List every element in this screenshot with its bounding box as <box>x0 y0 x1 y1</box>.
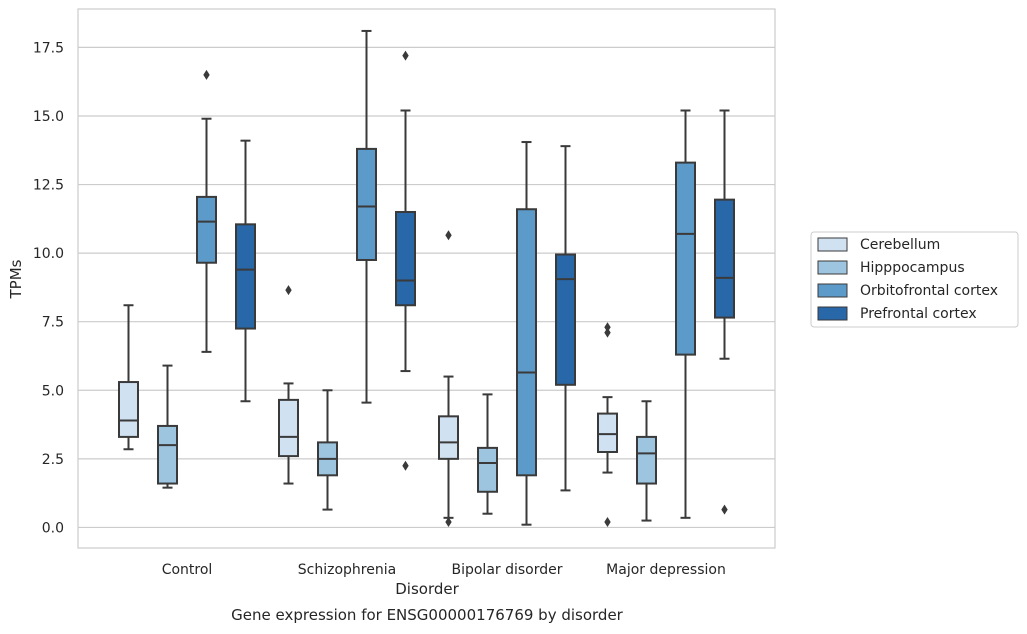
box-plot <box>636 400 657 522</box>
legend-label: Cerebellum <box>860 237 940 253</box>
box-plot <box>675 109 696 519</box>
x-axis-label: Disorder <box>395 580 459 598</box>
box-plot <box>477 393 498 515</box>
legend-swatch <box>817 283 848 298</box>
box-iqr <box>157 424 178 485</box>
box-iqr <box>196 195 217 264</box>
y-axis-label: TPMs <box>7 259 25 299</box>
box-iqr <box>438 415 459 460</box>
box-iqr <box>516 208 537 477</box>
outlier-point <box>604 327 611 338</box>
legend-swatch <box>817 260 848 275</box>
outlier-point <box>604 516 611 527</box>
series-prefrontal-cortex <box>235 50 735 515</box>
box-iqr <box>597 412 618 453</box>
plot-frame <box>77 8 776 549</box>
box-iqr <box>395 210 416 307</box>
box-iqr <box>118 381 139 438</box>
series-orbitofrontal-cortex <box>196 29 696 526</box>
box-plot <box>597 322 618 527</box>
outlier-point <box>402 460 409 471</box>
y-tick-label: 7.5 <box>42 315 64 331</box>
box-plot <box>118 304 139 451</box>
legend-items: Cerebellum Hipppocampus Orbitofrontal cort… <box>817 237 998 322</box>
box-iqr <box>477 446 498 493</box>
box-plot <box>516 141 537 526</box>
legend: Cerebellum Hipppocampus Orbitofrontal cort… <box>810 231 1019 328</box>
box-plot <box>395 50 416 471</box>
figure-caption: Gene expression for ENSG00000176769 by d… <box>231 606 623 624</box>
outlier-point <box>604 322 611 333</box>
box-plot <box>438 230 459 527</box>
legend-swatch <box>817 237 848 252</box>
x-axis-ticks: Control Schizophrenia Bipolar disorder Majo… <box>162 562 726 578</box>
box-iqr <box>278 398 299 458</box>
box-plot <box>196 69 217 353</box>
legend-label: Prefrontal cortex <box>860 306 977 322</box>
box-iqr <box>356 147 377 261</box>
series-cerebellum <box>118 230 618 527</box>
series-hipppocampus <box>157 364 657 522</box>
box-iqr <box>714 198 735 319</box>
legend-frame <box>810 231 1019 328</box>
box-plot <box>278 285 299 485</box>
outlier-point <box>402 50 409 61</box>
box-plot <box>235 139 256 403</box>
outlier-point <box>445 516 452 527</box>
box-iqr <box>636 435 657 485</box>
outlier-point <box>203 69 210 80</box>
y-tick-label: 2.5 <box>42 452 64 468</box>
box-plot <box>356 29 377 404</box>
outlier-point <box>285 285 292 296</box>
box-plot <box>317 389 338 511</box>
outlier-point <box>721 504 728 515</box>
box-iqr <box>675 161 696 356</box>
box-series <box>118 29 735 527</box>
box-plot <box>157 364 178 489</box>
y-axis-ticks: 0.0 2.5 5.0 7.5 10.0 12.5 15.0 17.5 <box>33 40 64 536</box>
legend-label: Orbitofrontal cortex <box>860 283 998 299</box>
box-iqr <box>555 253 576 386</box>
gridlines <box>78 46 775 529</box>
y-tick-label: 15.0 <box>33 109 64 125</box>
y-tick-label: 5.0 <box>42 383 64 399</box>
legend-swatch <box>817 306 848 321</box>
y-tick-label: 17.5 <box>33 40 64 56</box>
box-plot <box>714 109 735 515</box>
x-tick-label: Bipolar disorder <box>451 562 562 578</box>
y-tick-label: 0.0 <box>42 520 64 536</box>
box-iqr <box>235 223 256 330</box>
outlier-point <box>445 230 452 241</box>
x-tick-label: Major depression <box>606 562 726 578</box>
box-plot <box>555 145 576 492</box>
legend-label: Hipppocampus <box>860 260 965 276</box>
y-tick-label: 10.0 <box>33 246 64 262</box>
y-tick-label: 12.5 <box>33 178 64 194</box>
x-tick-label: Schizophrenia <box>298 562 396 578</box>
x-tick-label: Control <box>162 562 213 578</box>
